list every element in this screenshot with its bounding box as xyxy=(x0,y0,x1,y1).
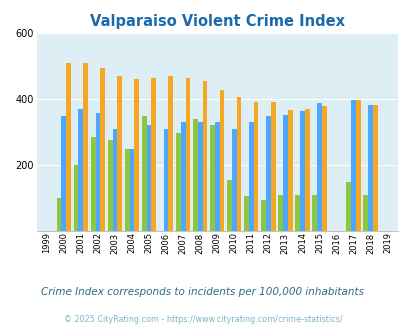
Bar xyxy=(260,200,265,231)
Bar xyxy=(112,129,117,231)
Bar xyxy=(236,97,241,231)
Text: © 2025 CityRating.com - https://www.cityrating.com/crime-statistics/: © 2025 CityRating.com - https://www.city… xyxy=(64,315,341,324)
Bar xyxy=(129,149,134,231)
Bar xyxy=(231,129,236,231)
Bar xyxy=(83,63,88,231)
Bar xyxy=(316,103,321,231)
Bar xyxy=(248,122,253,231)
Bar xyxy=(270,102,275,231)
Bar xyxy=(163,129,168,231)
Bar xyxy=(321,106,326,231)
Bar xyxy=(304,109,309,231)
Bar xyxy=(95,113,100,231)
Bar xyxy=(90,137,95,231)
Title: Valparaiso Violent Crime Index: Valparaiso Violent Crime Index xyxy=(90,14,344,29)
Bar xyxy=(185,78,190,231)
Bar xyxy=(372,105,377,231)
Bar xyxy=(74,165,78,231)
Bar xyxy=(78,109,83,231)
Bar xyxy=(107,140,112,231)
Bar xyxy=(100,68,105,231)
Bar xyxy=(214,122,219,231)
Bar xyxy=(294,195,299,231)
Bar xyxy=(168,76,173,231)
Bar xyxy=(219,90,224,231)
Bar xyxy=(66,63,71,231)
Bar xyxy=(345,182,350,231)
Bar xyxy=(202,81,207,231)
Bar xyxy=(226,180,231,231)
Bar xyxy=(124,149,129,231)
Bar xyxy=(287,110,292,231)
Bar xyxy=(362,195,367,231)
Bar xyxy=(311,195,316,231)
Bar xyxy=(265,116,270,231)
Bar xyxy=(141,116,146,231)
Bar xyxy=(367,105,372,231)
Bar xyxy=(197,122,202,231)
Bar xyxy=(192,119,197,231)
Bar xyxy=(134,79,139,231)
Bar xyxy=(61,116,66,231)
Bar xyxy=(117,76,122,231)
Bar xyxy=(282,115,287,231)
Bar xyxy=(146,125,151,231)
Text: Crime Index corresponds to incidents per 100,000 inhabitants: Crime Index corresponds to incidents per… xyxy=(41,287,364,297)
Bar xyxy=(209,125,214,231)
Bar xyxy=(175,133,180,231)
Bar xyxy=(253,102,258,231)
Bar xyxy=(151,78,156,231)
Bar xyxy=(57,198,61,231)
Bar xyxy=(350,100,355,231)
Bar xyxy=(355,100,360,231)
Bar xyxy=(243,196,248,231)
Bar xyxy=(299,111,304,231)
Bar xyxy=(180,122,185,231)
Bar xyxy=(277,195,282,231)
